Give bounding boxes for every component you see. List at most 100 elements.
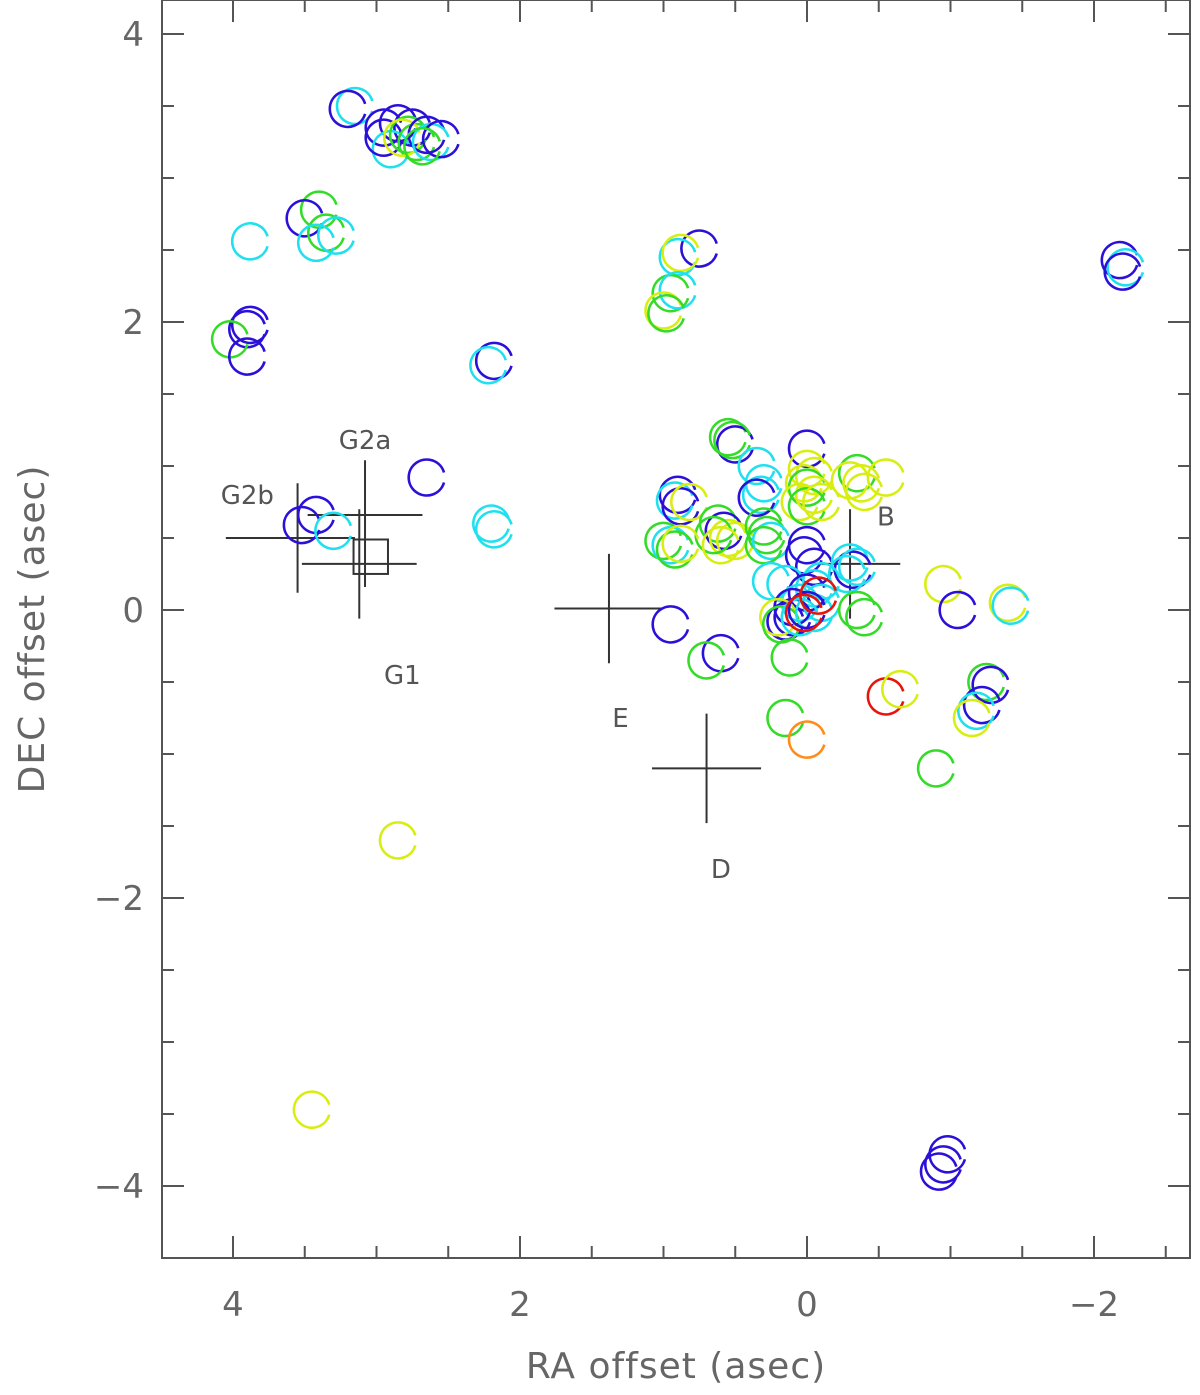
data-point	[938, 590, 977, 630]
data-point	[751, 561, 790, 601]
data-point	[680, 229, 718, 268]
data-point	[770, 638, 809, 677]
y-tick-label: 4	[122, 15, 144, 55]
data-point	[794, 475, 833, 515]
data-point	[766, 698, 805, 738]
x-tick-label: −2	[1069, 1285, 1119, 1325]
data-point	[296, 495, 335, 535]
data-point	[784, 464, 823, 503]
data-point	[421, 119, 460, 159]
source-labels: G2b G2a G1 E D B	[221, 426, 895, 885]
data-point	[780, 597, 819, 637]
data-point	[704, 511, 743, 551]
data-point	[988, 583, 1027, 623]
x-tick-label: 4	[222, 1285, 244, 1325]
data-point	[881, 669, 919, 709]
data-point	[383, 118, 421, 157]
data-point	[1100, 240, 1139, 280]
data-point	[924, 1145, 962, 1184]
g1-box	[352, 538, 389, 575]
data-point	[991, 586, 1030, 625]
data-point	[687, 641, 726, 680]
data-point	[787, 720, 826, 759]
data-points	[210, 86, 1145, 1191]
data-point	[787, 487, 826, 526]
data-point	[658, 475, 697, 515]
label-d: D	[711, 855, 731, 885]
data-point	[371, 129, 410, 169]
data-point	[802, 561, 840, 601]
cross-g2a	[307, 460, 423, 587]
data-point	[472, 504, 510, 543]
data-point	[403, 127, 441, 166]
data-point	[317, 216, 355, 255]
cross-g1	[301, 509, 417, 619]
data-point	[661, 487, 700, 526]
data-point	[794, 456, 833, 496]
data-point	[866, 458, 905, 497]
data-point	[328, 89, 367, 129]
data-point	[644, 291, 683, 330]
label-g2b: G2b	[221, 481, 274, 511]
data-point	[957, 691, 995, 731]
data-point	[737, 478, 776, 517]
data-point	[701, 525, 740, 565]
cross-d	[652, 713, 762, 824]
data-point	[644, 521, 683, 561]
data-point	[971, 665, 1010, 705]
data-point	[661, 524, 700, 564]
data-point	[827, 554, 866, 594]
data-point	[314, 511, 352, 551]
data-point	[655, 530, 694, 569]
label-b: B	[877, 502, 895, 532]
data-point	[227, 337, 266, 376]
y-axis-title: DEC offset (asec)	[12, 465, 53, 794]
data-point	[658, 271, 697, 310]
data-point	[469, 345, 507, 385]
y-tick-label: 0	[122, 591, 144, 631]
data-point	[784, 593, 823, 633]
x-tick-label: 0	[796, 1285, 818, 1325]
data-point	[837, 547, 876, 587]
data-point	[924, 564, 962, 604]
data-point	[335, 86, 374, 126]
label-e: E	[612, 704, 628, 734]
data-point	[845, 597, 883, 637]
data-point	[210, 320, 249, 359]
data-point	[830, 461, 869, 500]
label-g2a: G2a	[339, 426, 392, 456]
y-tick-label: 2	[122, 303, 144, 343]
data-point	[285, 199, 324, 238]
data-point	[1106, 248, 1145, 287]
data-point	[378, 821, 417, 860]
data-point	[916, 749, 955, 788]
data-point	[230, 222, 269, 261]
data-point	[759, 597, 797, 637]
data-point	[296, 223, 335, 263]
data-point	[651, 605, 690, 644]
data-point	[787, 429, 826, 468]
data-point	[299, 190, 338, 229]
data-point	[866, 677, 905, 716]
x-axis-title: RA offset (asec)	[526, 1346, 826, 1387]
data-point	[701, 633, 740, 673]
data-point	[799, 576, 838, 615]
data-point	[647, 294, 685, 333]
data-point	[794, 593, 833, 633]
data-point	[744, 507, 783, 546]
data-point	[407, 458, 446, 497]
data-point	[474, 510, 513, 549]
data-point	[802, 482, 840, 522]
data-point	[744, 525, 783, 565]
data-point	[1103, 252, 1142, 291]
data-point	[780, 482, 819, 522]
data-point	[228, 309, 266, 349]
data-point	[670, 482, 708, 522]
data-point	[661, 233, 700, 273]
data-point	[292, 1090, 331, 1129]
tick-labels: 4 2 0 −2 −4 −2 0 2 4	[94, 15, 1119, 1325]
x-tick-label: 2	[509, 1285, 531, 1325]
label-g1: G1	[384, 661, 421, 691]
data-point	[282, 505, 321, 545]
